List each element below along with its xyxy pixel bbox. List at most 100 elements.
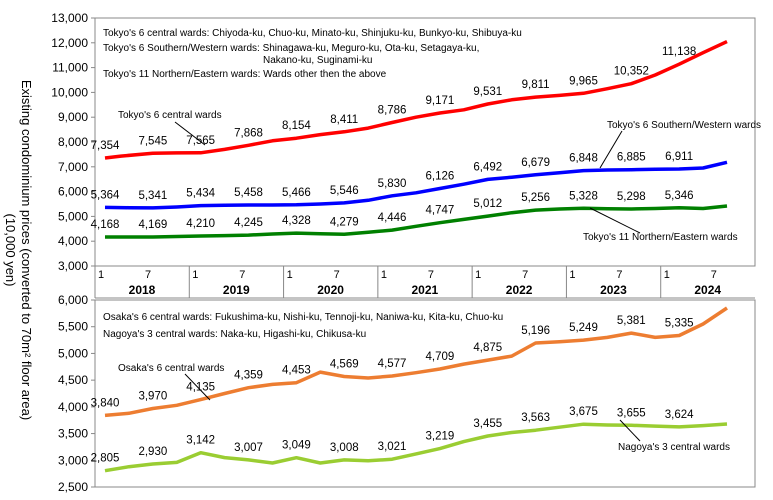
data-label: 4,359: [234, 370, 263, 382]
data-label: 3,008: [330, 442, 359, 454]
data-label: 3,563: [521, 412, 550, 424]
y-tick-label: 6,000: [58, 185, 88, 199]
y-tick-label: 3,000: [58, 453, 88, 467]
data-label: 4,279: [330, 216, 359, 228]
legend-note: Tokyo's 6 central wards: Chiyoda-ku, Chu…: [103, 28, 522, 39]
y-tick-label: 3,500: [58, 427, 88, 441]
year-label: 2022: [506, 283, 533, 297]
month-tick-label: 1: [664, 269, 670, 281]
y-tick-label: 6,000: [58, 293, 88, 307]
data-label: 5,458: [234, 187, 263, 199]
callout-leader: [619, 419, 641, 442]
data-label: 6,679: [521, 157, 550, 169]
data-label: 5,298: [617, 191, 646, 203]
data-label: 7,545: [138, 135, 167, 147]
data-label: 5,341: [138, 190, 167, 202]
month-tick-label: 7: [522, 269, 528, 281]
data-label: 9,171: [426, 95, 455, 107]
y-tick-label: 2,500: [58, 480, 88, 494]
month-tick-label: 7: [428, 269, 434, 281]
data-label: 4,210: [186, 218, 215, 230]
tokyo-panel: 3,000 4,000 5,000 6,000 7,000 8,000 9,000 10,00…: [51, 11, 761, 273]
y-tick-label: 3,000: [58, 259, 88, 273]
data-label: 8,411: [330, 114, 358, 126]
data-label: 4,168: [91, 219, 120, 231]
data-label: 11,138: [662, 46, 696, 58]
legend-note: Tokyo's 11 Northern/Eastern wards: Wards…: [103, 69, 387, 80]
data-label: 6,126: [426, 170, 455, 182]
data-label: 6,848: [569, 153, 598, 165]
data-label: 4,135: [186, 382, 215, 394]
data-label: 5,546: [330, 185, 359, 197]
month-tick-label: 1: [381, 269, 387, 281]
y-tick-label: 5,000: [58, 209, 88, 223]
y-tick-label: 10,000: [51, 85, 88, 99]
osaka-nagoya-panel: 2,500 3,000 3,500 4,000 4,500 5,000 5,500 6,000…: [58, 293, 756, 494]
year-label: 2021: [412, 283, 439, 297]
data-label: 6,885: [617, 152, 646, 164]
y-tick-label: 9,000: [58, 110, 88, 124]
data-label: 3,049: [282, 440, 311, 452]
data-label: 2,930: [138, 446, 167, 458]
data-label: 5,346: [665, 190, 694, 202]
month-tick-label: 7: [334, 269, 340, 281]
plot-frame: [94, 299, 756, 488]
series-name-label: Tokyo's 6 Southern/Western wards: [607, 120, 761, 131]
legend-note: Osaka's 6 central wards: Fukushima-ku, N…: [103, 312, 503, 323]
y-tick-label: 5,500: [58, 320, 88, 334]
y-tick-label: 12,000: [51, 36, 88, 50]
data-label: 4,453: [282, 365, 311, 377]
data-label: 9,531: [473, 86, 502, 98]
month-tick-label: 1: [192, 269, 198, 281]
data-label: 3,455: [473, 418, 502, 430]
series-name-label: Nagoya's 3 central wards: [618, 442, 730, 453]
data-label: 3,655: [617, 407, 646, 419]
y-tick-label: 7,000: [58, 160, 88, 174]
data-label: 5,249: [569, 322, 598, 334]
data-label: 5,196: [521, 325, 550, 337]
data-label: 2,805: [91, 453, 120, 465]
y-tick-label: 13,000: [51, 11, 88, 25]
data-label: 9,811: [522, 79, 550, 91]
data-label: 3,021: [378, 441, 407, 453]
month-tick-label: 1: [287, 269, 293, 281]
data-label: 4,446: [378, 212, 407, 224]
data-label: 5,434: [186, 188, 215, 200]
y-tick-label: 5,000: [58, 346, 88, 360]
data-label: 5,335: [665, 318, 694, 330]
year-label: 2023: [600, 283, 627, 297]
y-axis-label: Existing condominium prices (converted t…: [19, 80, 34, 420]
data-label: 5,466: [282, 187, 311, 199]
month-tick-label: 1: [98, 269, 104, 281]
year-label: 2019: [223, 283, 250, 297]
series-name-label: Tokyo's 11 Northern/Eastern wards: [583, 232, 738, 243]
data-label: 5,364: [91, 189, 120, 201]
data-label: 3,142: [186, 435, 215, 447]
data-label: 4,328: [282, 215, 311, 227]
y-tick-label: 8,000: [58, 135, 88, 149]
data-label: 3,840: [91, 397, 120, 409]
data-label: 6,911: [665, 151, 693, 163]
data-label: 4,875: [473, 342, 502, 354]
data-label: 8,154: [282, 120, 311, 132]
callout-leader: [184, 373, 211, 401]
data-label: 3,624: [665, 409, 694, 421]
y-tick-label: 4,500: [58, 373, 88, 387]
data-label: 4,577: [378, 358, 407, 370]
callout-leader: [174, 121, 206, 146]
y-axis-title: Existing condominium prices (converted t…: [3, 80, 34, 420]
y-tick-label: 4,000: [58, 400, 88, 414]
legend-note: Nakano-ku, Suginami-ku: [263, 55, 373, 66]
y-tick-label: 4,000: [58, 234, 88, 248]
data-label: 7,565: [186, 135, 215, 147]
data-label: 5,012: [473, 198, 502, 210]
year-label: 2020: [317, 283, 344, 297]
data-label: 4,709: [426, 351, 455, 363]
y-axis-unit: (10,000 yen): [3, 214, 18, 287]
y-tick-label: 11,000: [52, 61, 88, 75]
data-label: 5,830: [378, 178, 407, 190]
data-label: 4,169: [138, 219, 167, 231]
data-label: 3,675: [569, 406, 598, 418]
data-label: 6,492: [473, 161, 502, 173]
